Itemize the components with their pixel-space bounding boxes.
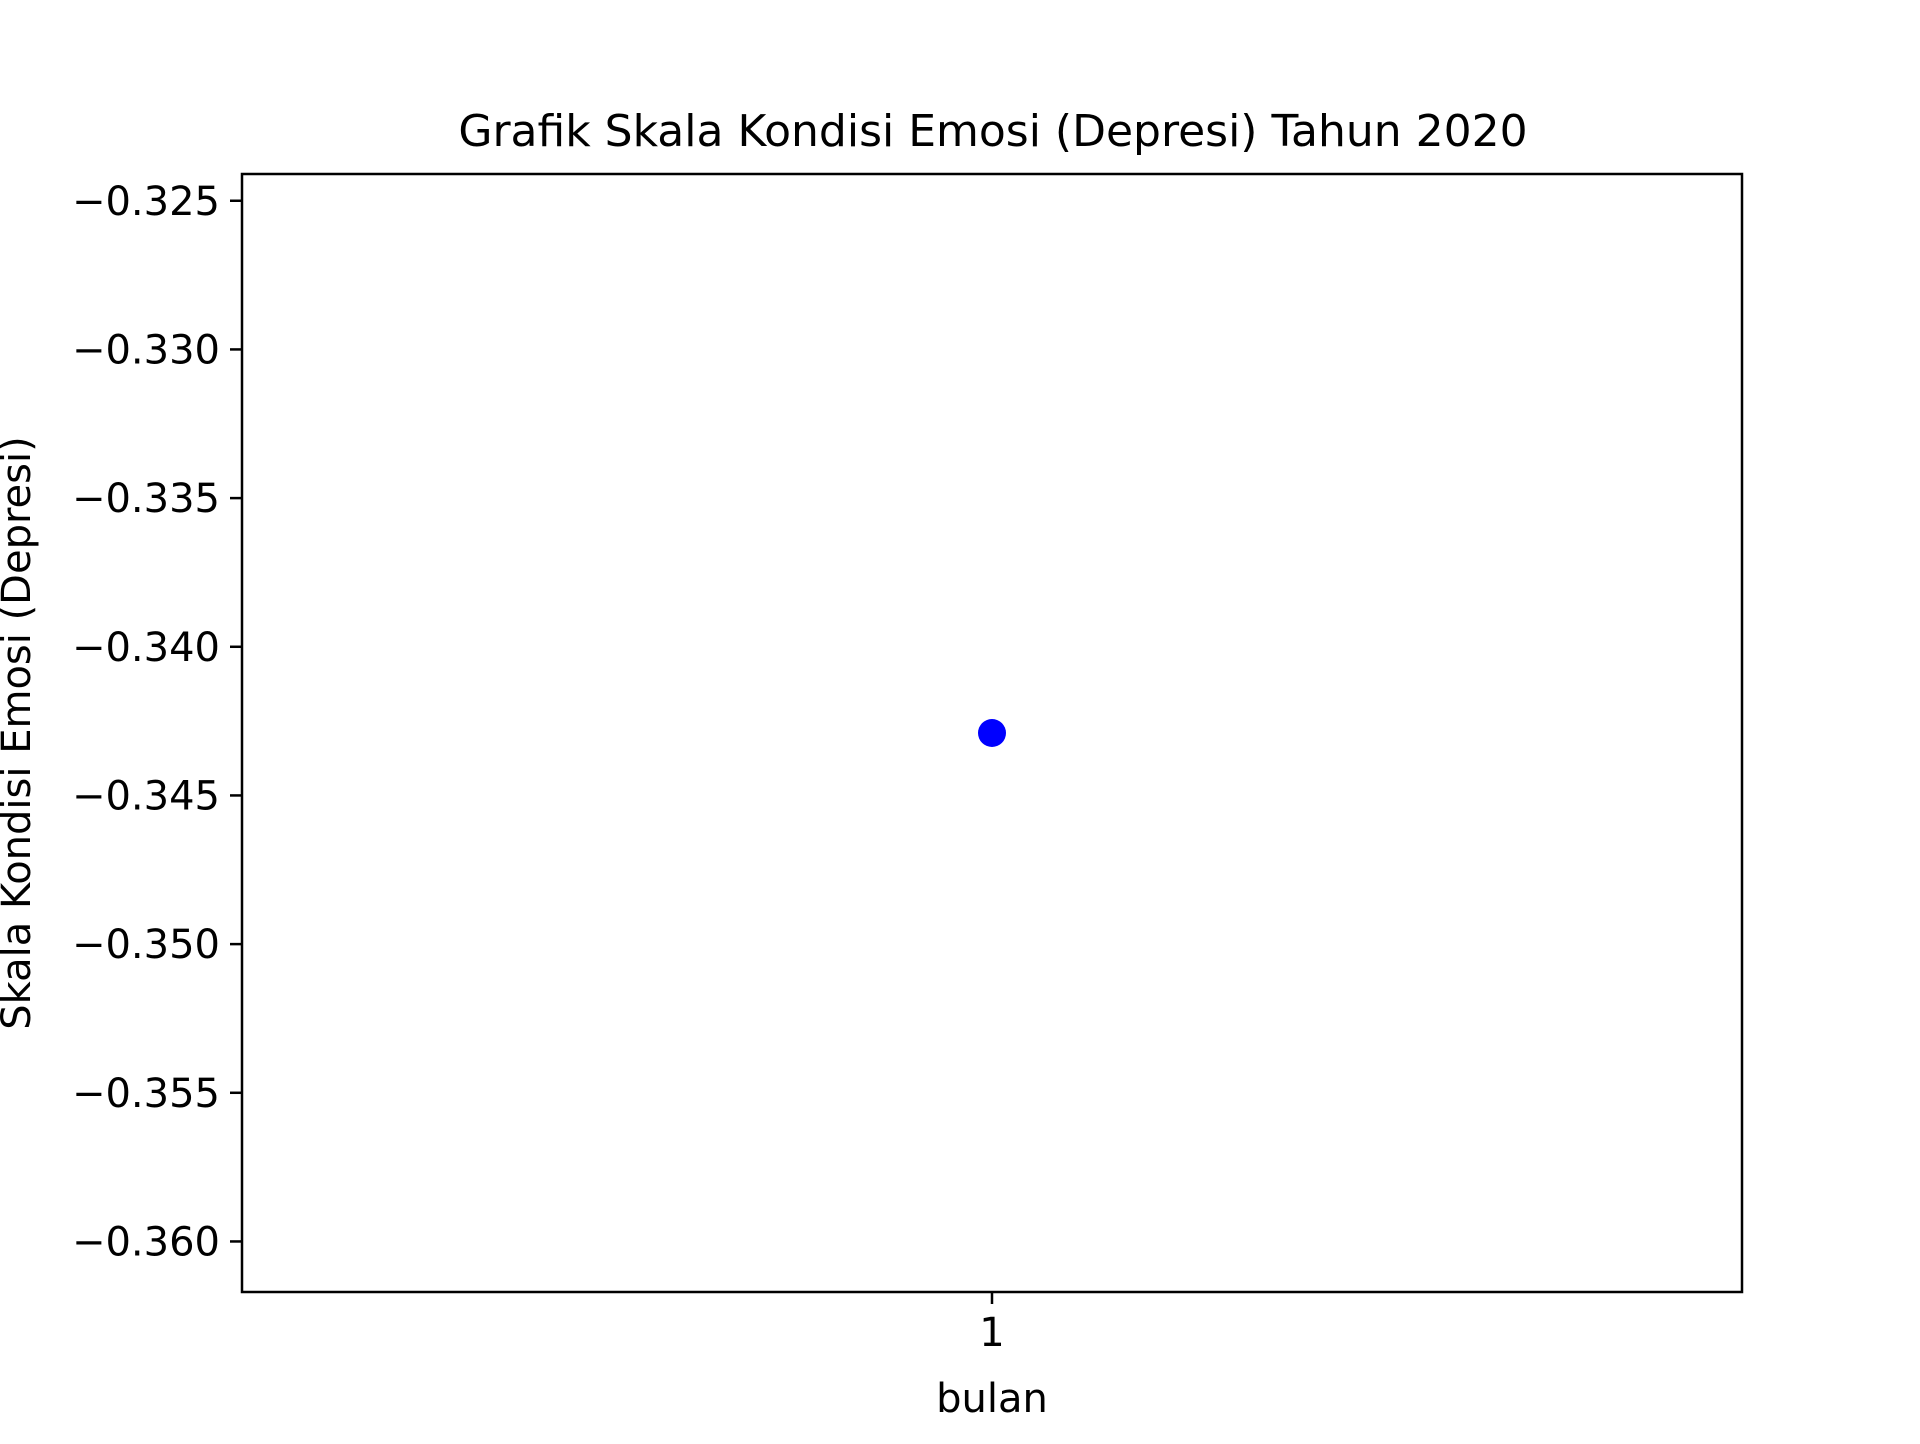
x-axis-label: bulan xyxy=(936,1376,1048,1422)
y-tick-label: −0.325 xyxy=(72,179,220,225)
x-axis-ticks: 1 xyxy=(979,1292,1005,1356)
y-tick-label: −0.340 xyxy=(72,625,220,671)
y-tick-label: −0.335 xyxy=(72,476,220,522)
x-tick-label: 1 xyxy=(979,1310,1004,1356)
y-tick-label: −0.345 xyxy=(72,773,220,819)
y-tick-label: −0.330 xyxy=(72,327,220,373)
data-point xyxy=(978,719,1006,747)
y-tick-label: −0.350 xyxy=(72,922,220,968)
plot-area-frame xyxy=(240,172,1744,1294)
y-tick-label: −0.355 xyxy=(72,1071,220,1117)
data-points xyxy=(978,719,1006,747)
y-tick-label: −0.360 xyxy=(72,1219,220,1265)
chart-title: Grafik Skala Kondisi Emosi (Depresi) Tah… xyxy=(458,106,1527,157)
y-axis-ticks: −0.325 −0.330 −0.335 −0.340 −0.345 −0.350 −0.3… xyxy=(72,179,242,1265)
y-axis-label: Skala Kondisi Emosi (Depresi) xyxy=(0,436,40,1029)
